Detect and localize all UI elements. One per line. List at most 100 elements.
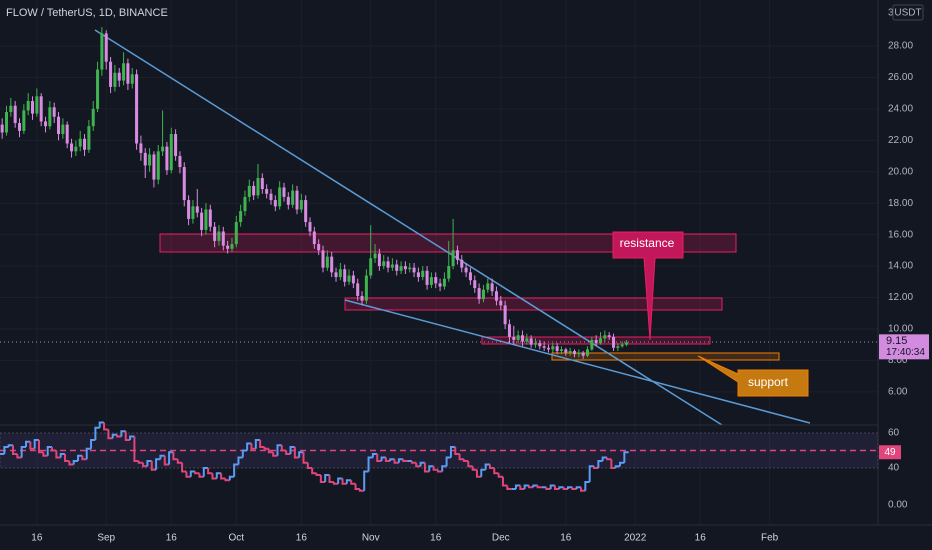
candle-body bbox=[477, 288, 481, 300]
candle-body bbox=[17, 123, 22, 131]
x-tick-label: Dec bbox=[492, 533, 510, 544]
rsi-step bbox=[606, 457, 612, 461]
x-tick-label: 16 bbox=[296, 533, 308, 544]
rsi-step bbox=[471, 466, 477, 471]
rsi-step bbox=[207, 468, 213, 475]
rsi-step bbox=[623, 451, 629, 463]
candle-body bbox=[282, 187, 286, 197]
candle-body bbox=[65, 124, 69, 144]
rsi-step bbox=[263, 447, 269, 450]
candle-body bbox=[256, 178, 260, 196]
rsi-tick-label: 60 bbox=[888, 428, 900, 439]
candle-body bbox=[538, 343, 542, 347]
candle-body bbox=[234, 222, 238, 245]
rsi-step bbox=[389, 458, 395, 461]
candle-body bbox=[460, 259, 464, 268]
candle-body bbox=[516, 335, 520, 340]
rsi-step bbox=[59, 453, 66, 458]
candle-body bbox=[577, 352, 581, 355]
candle-body bbox=[377, 253, 381, 267]
candle-body bbox=[83, 138, 87, 150]
rsi-step bbox=[519, 485, 525, 490]
annotation-text: resistance bbox=[620, 236, 675, 250]
candle-body bbox=[304, 200, 308, 223]
rsi-step bbox=[64, 454, 70, 462]
rsi-current-label: 49 bbox=[884, 447, 896, 458]
rsi-step bbox=[527, 485, 534, 489]
y-tick-label: 12.00 bbox=[888, 292, 913, 303]
rsi-step bbox=[220, 473, 226, 480]
y-tick-label: 14.00 bbox=[888, 261, 913, 272]
x-tick-label: Oct bbox=[229, 533, 245, 544]
rsi-step bbox=[246, 442, 252, 451]
rsi-step bbox=[584, 481, 590, 491]
candle-body bbox=[325, 256, 329, 268]
rsi-step bbox=[202, 467, 209, 477]
candle-body bbox=[607, 335, 611, 337]
candle-body bbox=[35, 96, 39, 114]
candle-body bbox=[91, 108, 95, 127]
rsi-step bbox=[358, 489, 365, 492]
rsi-step bbox=[402, 459, 408, 462]
y-tick-label: 20.00 bbox=[888, 166, 913, 177]
currency-box bbox=[892, 4, 924, 21]
rsi-step bbox=[566, 486, 573, 489]
rsi-step bbox=[545, 487, 551, 490]
rsi-step bbox=[181, 462, 187, 473]
rsi-step bbox=[272, 452, 278, 457]
candle-body bbox=[421, 270, 425, 278]
rsi-step bbox=[267, 448, 274, 454]
candle-body bbox=[533, 343, 537, 345]
candle-body bbox=[13, 105, 17, 124]
candle-body bbox=[57, 116, 61, 135]
rsi-step bbox=[280, 445, 287, 452]
candle-body bbox=[295, 190, 299, 210]
candle-body bbox=[399, 266, 403, 271]
candle-body bbox=[551, 346, 555, 350]
rsi-step bbox=[523, 484, 529, 489]
y-tick-label: 26.00 bbox=[888, 72, 913, 83]
rsi-pane: 60 40 0.00 49 bbox=[0, 421, 908, 511]
rsi-step bbox=[601, 456, 608, 461]
rsi-step bbox=[536, 485, 542, 489]
rsi-step bbox=[20, 446, 27, 458]
rsi-step bbox=[228, 475, 235, 481]
rsi-step bbox=[276, 444, 282, 456]
candle-body bbox=[395, 264, 399, 271]
candle-body bbox=[356, 283, 360, 296]
rsi-step bbox=[77, 454, 83, 461]
candle-body bbox=[187, 200, 191, 219]
candle-body bbox=[135, 74, 139, 144]
rsi-step bbox=[384, 457, 391, 462]
rsi-step bbox=[298, 451, 304, 458]
candle-body bbox=[130, 74, 134, 84]
rsi-step bbox=[120, 430, 126, 437]
rsi-step bbox=[33, 439, 40, 449]
rsi-step bbox=[532, 484, 538, 488]
rsi-step bbox=[98, 421, 105, 428]
candle-body bbox=[61, 124, 65, 135]
rsi-step bbox=[224, 478, 230, 482]
candle-body bbox=[48, 107, 52, 127]
rsi-step bbox=[480, 468, 486, 477]
rsi-step bbox=[111, 433, 118, 439]
candle-body bbox=[109, 61, 113, 87]
rsi-step bbox=[155, 458, 161, 470]
x-tick-label: Feb bbox=[761, 533, 779, 544]
rsi-step bbox=[168, 451, 174, 465]
candle-body bbox=[9, 105, 13, 113]
candle-body bbox=[139, 143, 143, 153]
candle-body bbox=[434, 277, 438, 284]
rsi-step bbox=[289, 446, 295, 454]
rsi-step bbox=[449, 446, 456, 458]
rsi-step bbox=[454, 447, 460, 455]
rsi-step bbox=[497, 473, 503, 478]
candle-body bbox=[78, 138, 82, 147]
rsi-step bbox=[345, 479, 352, 484]
candle-body bbox=[221, 231, 225, 246]
candle-body bbox=[503, 305, 507, 325]
y-tick-label: 6.00 bbox=[888, 386, 908, 397]
candle-body bbox=[317, 244, 321, 251]
rsi-step bbox=[332, 482, 339, 485]
